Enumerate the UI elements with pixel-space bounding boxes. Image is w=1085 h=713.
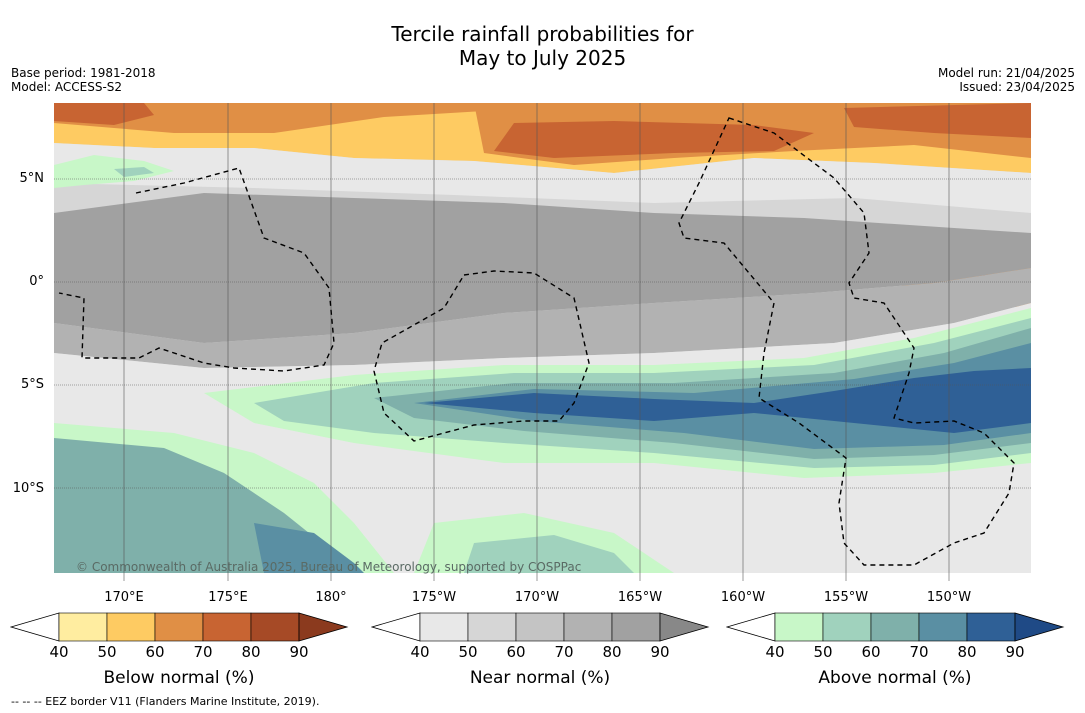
cbar-above-tick-90: 90 (1005, 643, 1025, 661)
above-normal-region-south-central-50 (464, 535, 634, 573)
colorbar-label-below: Below normal (%) (103, 668, 255, 688)
map-copyright: © Commonwealth of Australia 2025, Bureau… (76, 560, 581, 574)
colorbar-below-50 (106, 612, 156, 642)
colorbar-below-arrow-left (10, 612, 60, 642)
colorbar-above-60 (870, 612, 920, 642)
near-normal-light-band-north (54, 143, 1031, 213)
colorbar-above-40 (774, 612, 824, 642)
cbar-near-tick-70: 70 (554, 643, 574, 661)
cbar-near-tick-90: 90 (650, 643, 670, 661)
cbar-above-tick-80: 80 (957, 643, 977, 661)
map-bottom-strip (54, 573, 1031, 581)
colorbar-below-40 (58, 612, 108, 642)
above-normal-region-south-80 (424, 368, 1031, 433)
meta-left: Base period: 1981-2018 Model: ACCESS-S2 (11, 66, 156, 94)
colorbar-above-arrow-left (726, 612, 776, 642)
cbar-above-tick-50: 50 (813, 643, 833, 661)
lon-label-150w: 150°W (926, 590, 972, 605)
eez-border-east (678, 117, 1015, 566)
above-normal-region-south-west-70 (254, 523, 364, 573)
colorbar-near-80 (611, 612, 661, 642)
colorbar-above-70 (918, 612, 968, 642)
cbar-above-tick-60: 60 (861, 643, 881, 661)
cbar-below-tick-90: 90 (289, 643, 309, 661)
map-title: Tercile rainfall probabilities for May t… (0, 22, 1085, 70)
cbar-below-tick-50: 50 (97, 643, 117, 661)
colorbar-near-arrow-right (659, 612, 710, 642)
lon-label-165w: 165°W (617, 590, 663, 605)
eez-borders (58, 117, 1015, 566)
cbar-below-tick-80: 80 (241, 643, 261, 661)
model-run: Model run: 21/04/2025 (937, 66, 1075, 80)
lon-label-155w: 155°W (823, 590, 869, 605)
colorbar-label-near: Near normal (%) (469, 668, 611, 688)
colorbar-below-arrow-right (298, 612, 349, 642)
cbar-near-tick-50: 50 (458, 643, 478, 661)
cbar-above-tick-40: 40 (765, 643, 785, 661)
near-normal-band-mid (54, 268, 1031, 368)
model-name: Model: ACCESS-S2 (11, 80, 123, 94)
colorbar-below-60 (154, 612, 204, 642)
cbar-near-tick-80: 80 (602, 643, 622, 661)
colorbar-below-70 (202, 612, 252, 642)
lon-label-170e: 170°E (104, 590, 144, 605)
cbar-below-tick-60: 60 (145, 643, 165, 661)
colorbar-near-arrow-left (371, 612, 421, 642)
lon-label-175e: 175°E (208, 590, 248, 605)
lat-label-5s: 5°S (20, 377, 44, 392)
rainfall-map: © Commonwealth of Australia 2025, Bureau… (54, 103, 1031, 581)
meta-right: Model run: 21/04/2025 Issued: 23/04/2025 (938, 66, 1075, 94)
lon-label-170w: 170°W (514, 590, 560, 605)
colorbar-above-50 (822, 612, 872, 642)
lat-label-0: 0° (29, 274, 44, 289)
meridians (123, 103, 950, 581)
map-title-line2: May to July 2025 (458, 46, 627, 70)
near-normal-dark-band (54, 193, 1031, 343)
colorbar-near-normal (371, 612, 710, 642)
colorbar-above-80 (966, 612, 1016, 642)
cbar-below-tick-70: 70 (193, 643, 213, 661)
above-normal-region-north-west (54, 155, 174, 188)
colorbar-near-60 (515, 612, 565, 642)
issued-date: Issued: 23/04/2025 (959, 80, 1075, 94)
colorbar-below-80 (250, 612, 300, 642)
colorbar-above-normal (726, 612, 1065, 642)
lon-label-180: 180° (315, 590, 347, 605)
colorbar-label-above: Above normal (%) (818, 668, 972, 688)
cbar-above-tick-70: 70 (909, 643, 929, 661)
lon-label-175w: 175°W (411, 590, 457, 605)
cbar-below-tick-40: 40 (49, 643, 69, 661)
gridlines (54, 178, 1031, 489)
colorbar-below-normal (10, 612, 349, 642)
lon-label-160w: 160°W (720, 590, 766, 605)
cbar-near-tick-40: 40 (410, 643, 430, 661)
eez-legend-footer: -- -- -- EEZ border V11 (Flanders Marine… (11, 695, 320, 708)
lat-label-10s: 10°S (12, 481, 44, 496)
lat-label-5n: 5°N (19, 171, 45, 186)
map-title-line1: Tercile rainfall probabilities for (391, 22, 694, 46)
colorbar-near-40 (419, 612, 469, 642)
cbar-near-tick-60: 60 (506, 643, 526, 661)
below-normal-region-north-core (54, 103, 1031, 158)
colorbar-near-50 (467, 612, 517, 642)
colorbar-above-arrow-right (1014, 612, 1065, 642)
colorbar-near-70 (563, 612, 613, 642)
base-period: Base period: 1981-2018 (11, 66, 156, 80)
